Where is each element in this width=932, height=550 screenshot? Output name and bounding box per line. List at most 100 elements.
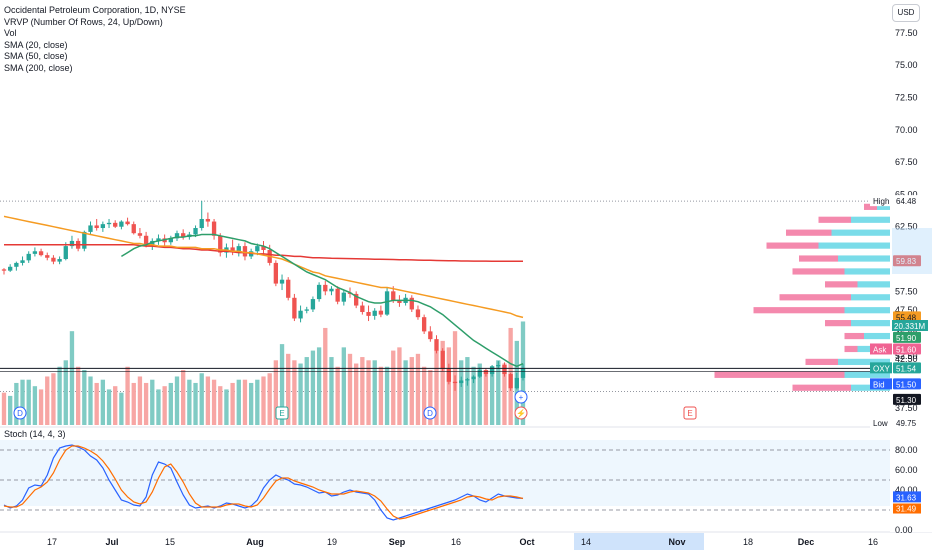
volume-bar <box>316 347 322 425</box>
volume-bar <box>45 376 50 425</box>
candle-body <box>218 235 223 253</box>
ask-value: 51.60 <box>896 345 917 354</box>
vp-up-bar <box>851 320 890 327</box>
vp-down-bar <box>753 307 845 314</box>
high-label-bg <box>870 195 892 207</box>
candle-body <box>51 257 56 262</box>
stoch-tick-40.00: 40.00 <box>895 485 918 495</box>
volume-bar <box>205 376 211 425</box>
candle-body <box>57 259 62 262</box>
volume-bar <box>199 373 204 425</box>
sma200-line <box>4 244 523 262</box>
dividend-marker-2-text: D <box>427 409 433 418</box>
time-label-16: 16 <box>868 537 878 547</box>
candle-body <box>261 246 266 250</box>
candle-body <box>354 293 359 306</box>
candle-body <box>304 309 309 311</box>
candle-body <box>156 238 161 241</box>
vp-up-bar <box>844 268 890 275</box>
bid-value: 51.50 <box>896 380 917 389</box>
add-event-button[interactable] <box>514 390 528 404</box>
candle-body <box>391 291 396 301</box>
plus-icon: + <box>519 393 524 402</box>
volume-bar <box>415 353 421 425</box>
symbol-title[interactable]: Occidental Petroleum Corporation, 1D, NY… <box>4 5 186 15</box>
volume-bar <box>397 347 402 425</box>
volume-bar <box>459 360 464 425</box>
earnings-marker-1[interactable] <box>275 406 289 420</box>
candle-body <box>32 251 38 254</box>
price-tick-65.00: 65.00 <box>895 189 918 199</box>
candle-body <box>341 292 346 302</box>
volume-bar <box>187 379 192 425</box>
currency-button[interactable]: USD <box>892 4 920 22</box>
dividend-marker-1[interactable] <box>13 406 27 420</box>
volume-bar <box>347 353 353 425</box>
volume-bar <box>119 392 124 425</box>
candle-body <box>273 262 279 284</box>
volume-bar <box>502 363 507 425</box>
price-tick-52.50: 52.50 <box>895 351 918 361</box>
indicator-sma20[interactable]: SMA (20, close) <box>4 39 68 50</box>
candle-body <box>63 246 68 260</box>
volume-bar <box>51 373 56 425</box>
volume-bar <box>236 379 241 425</box>
candle-body <box>459 380 464 384</box>
vp-up-bar <box>844 371 890 378</box>
price-tick-62.50: 62.50 <box>895 222 918 232</box>
price-tick-77.50: 77.50 <box>895 28 918 38</box>
volume-bar <box>162 386 167 425</box>
indicator-vrvp[interactable]: VRVP (Number Of Rows, 24, Up/Down) <box>4 16 163 27</box>
price-badges: 64.48 High 59.83 55.48 51.90 51.60 Ask 51.54 OXY… <box>870 195 932 514</box>
time-label-Jul: Jul <box>105 537 118 547</box>
event-markers[interactable]: D D E E + ⚡ <box>13 390 697 420</box>
stoch-tick-60.00: 60.00 <box>895 465 918 475</box>
earnings-marker-2-text: E <box>687 409 692 418</box>
high-label: High <box>873 197 889 206</box>
volume-bar <box>421 366 427 425</box>
volume-bar <box>255 379 260 425</box>
high-value: 64.48 <box>896 197 917 206</box>
volume-bar <box>483 370 489 425</box>
volume-bar <box>57 366 62 425</box>
volume-bar <box>75 366 81 425</box>
volume-bar <box>471 366 476 425</box>
candle-body <box>434 339 439 351</box>
stoch-d-line <box>3 445 524 520</box>
candle-body <box>125 221 130 225</box>
candle-body <box>360 305 365 313</box>
volume-bar <box>88 376 93 425</box>
indicator-sma200[interactable]: SMA (200, close) <box>4 62 73 73</box>
volume-bar <box>273 360 279 425</box>
vp-up-bar <box>844 307 890 314</box>
candle-body <box>193 228 198 235</box>
earnings-marker-2[interactable] <box>683 406 697 420</box>
indicator-sma50[interactable]: SMA (50, close) <box>4 51 68 61</box>
vp-down-bar <box>825 320 851 327</box>
volume-bar <box>181 370 186 425</box>
candle-body <box>137 233 143 236</box>
volume-bar <box>403 360 408 425</box>
volume-bar <box>440 340 445 425</box>
price-tick-57.50: 57.50 <box>895 286 918 296</box>
candle-body <box>465 379 470 381</box>
candle-body <box>168 238 173 243</box>
dividend-marker-2[interactable] <box>423 406 437 420</box>
lightning-marker[interactable] <box>514 406 528 420</box>
vp-down-bar <box>844 332 864 340</box>
candle-body <box>310 299 316 310</box>
indicator-vol[interactable]: Vol <box>4 28 17 38</box>
volume-bar <box>323 327 328 425</box>
volume-badge <box>892 320 928 331</box>
volume-bar <box>465 357 470 425</box>
stoch-indicator-label[interactable]: Stoch (14, 4, 3) <box>4 429 66 439</box>
candle-body <box>415 309 421 318</box>
time-label-15: 15 <box>165 537 175 547</box>
volume-bar <box>341 347 346 425</box>
volume-bar <box>63 360 68 425</box>
bid-badge <box>893 378 921 390</box>
sma50-line <box>3 215 524 319</box>
low-label-bg <box>870 417 892 429</box>
stoch-k-line <box>3 444 524 521</box>
